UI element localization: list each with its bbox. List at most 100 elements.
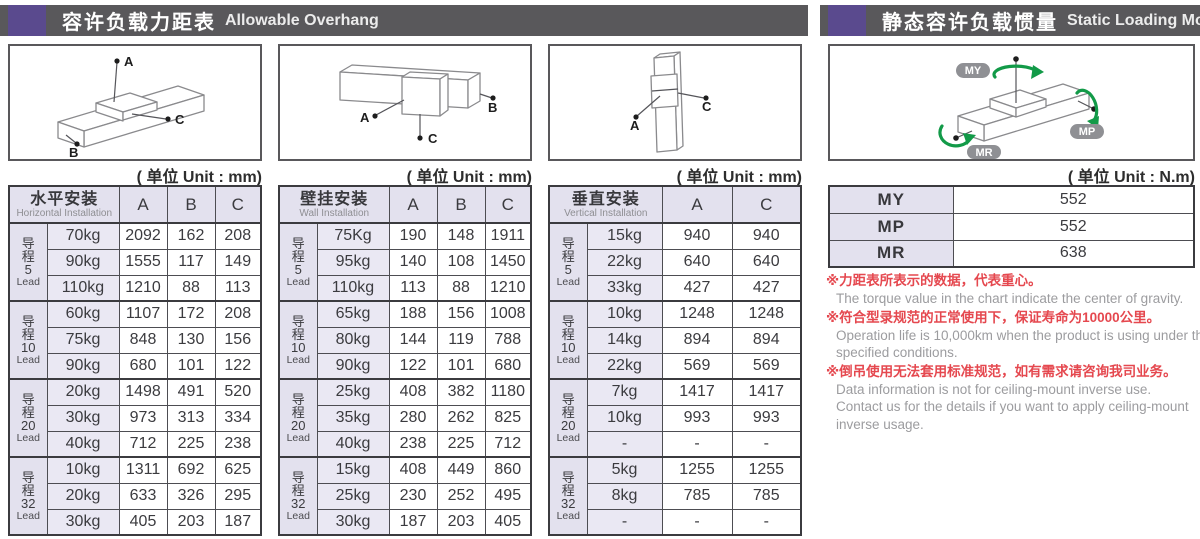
section-header-allowable-overhang: 容许负载力距表 Allowable Overhang [0, 5, 808, 36]
table-row: 导程 20 Lead 7kg 1417 1417 [548, 378, 802, 458]
load-weight-cell: 30kg [316, 508, 390, 536]
overhang-value-cell: 1255 [731, 456, 802, 484]
overhang-value-cell: 692 [166, 456, 216, 484]
load-weight-cell: 30kg [46, 404, 120, 432]
table-row: 75kg 848 130 156 [9, 326, 262, 354]
overhang-value-cell: 408 [388, 378, 438, 406]
section-header-static-loading-moment: 静态容许负载惯量 Static Loading Moment [820, 5, 1200, 36]
overhang-value-cell: 130 [166, 326, 216, 354]
wall-rail-sketch: A C B [339, 64, 497, 146]
footnotes: ※力距表所表示的数据，代表重心。 The torque value in the … [826, 272, 1200, 434]
overhang-value-cell: 1210 [484, 274, 532, 302]
overhang-value-cell: 993 [731, 404, 802, 432]
overhang-value-cell: 785 [731, 482, 802, 510]
table-row: 40kg 712 225 238 [9, 430, 262, 458]
table-row: 14kg 894 894 [549, 326, 802, 354]
overhang-value-cell: 520 [214, 378, 262, 406]
overhang-value-cell: 88 [166, 274, 216, 302]
unit-label-mm: ( 单位 Unit : mm) [406, 169, 532, 186]
table-row: 22kg 640 640 [549, 248, 802, 276]
load-weight-cell: 80kg [316, 326, 390, 354]
load-weight-cell: 25kg [316, 378, 390, 406]
load-weight-cell: 25kg [316, 482, 390, 510]
moment-badge-my: MY [965, 65, 982, 77]
table-row: 40kg 238 225 712 [279, 430, 532, 458]
table-row: 导程 32 Lead 5kg 1255 1255 [548, 456, 802, 536]
load-weight-cell: 90kg [46, 248, 120, 276]
overhang-value-cell: - [731, 508, 802, 536]
lead-group-cell: 导程 10 Lead [548, 300, 588, 380]
overhang-value-cell: 1417 [661, 378, 733, 406]
unit-label-mm: ( 单位 Unit : mm) [136, 169, 262, 186]
overhang-value-cell: - [661, 430, 733, 458]
moment-row: MP 552 [828, 212, 1195, 241]
moment-row: MY 552 [828, 185, 1195, 214]
table-row: --- [549, 508, 802, 536]
footnote-en: inverse usage. [836, 416, 924, 432]
load-weight-cell: 65kg [316, 300, 390, 328]
load-weight-cell: 8kg [586, 482, 663, 510]
overhang-value-cell: 427 [661, 274, 733, 302]
moment-value-mp: 552 [952, 212, 1195, 241]
load-weight-cell: 70kg [46, 222, 120, 250]
diagram-horizontal-installation: A C B [8, 44, 262, 161]
moment-label-mr: MR [828, 239, 954, 268]
load-weight-cell: 33kg [586, 274, 663, 302]
load-weight-cell: 40kg [46, 430, 120, 458]
table-row: 导程 20 Lead 25kg 408 382 1180 [278, 378, 532, 458]
moment-label-my: MY [828, 185, 954, 214]
table-row: 22kg 569 569 [549, 352, 802, 380]
overhang-value-cell: 625 [214, 456, 262, 484]
footnote-en: Contact us for the details if you want t… [836, 399, 1189, 414]
overhang-value-cell: - [661, 508, 733, 536]
table-row: 35kg 280 262 825 [279, 404, 532, 432]
overhang-value-cell: 405 [118, 508, 168, 536]
overhang-value-cell: 1107 [118, 300, 168, 328]
moment-row: MR 638 [828, 239, 1195, 268]
load-weight-cell: 90kg [46, 352, 120, 380]
column-header: C [484, 185, 532, 224]
table-row: 导程 5 Lead 70kg 2092 162 208 [8, 222, 262, 302]
overhang-value-cell: 1555 [118, 248, 168, 276]
table-row: 导程 20 Lead 20kg 1498 491 520 [8, 378, 262, 458]
footnote-en: The torque value in the chart indicate t… [836, 291, 1184, 306]
moment-label-mp: MP [828, 212, 954, 241]
unit-label-nm: ( 单位 Unit : N.m) [1067, 169, 1195, 186]
table-row: 95kg 140 108 1450 [279, 248, 532, 276]
load-weight-cell: 15kg [586, 222, 663, 250]
overhang-value-cell: 894 [661, 326, 733, 354]
overhang-value-cell: 88 [436, 274, 486, 302]
table-row: 10kg 993 993 [549, 404, 802, 432]
dim-label-c: C [175, 112, 185, 127]
overhang-value-cell: 405 [484, 508, 532, 536]
footnote: ※符合型录规范的正常使用下，保证寿命为10000公里。 Operation lif… [826, 309, 1200, 362]
overhang-value-cell: 382 [436, 378, 486, 406]
horizontal-rail-sketch: A C B [57, 54, 205, 159]
section-title-zh: 容许负载力距表 [62, 12, 216, 34]
lead-group-cell: 导程 20 Lead [8, 378, 48, 458]
moment-value-mr: 638 [952, 239, 1195, 268]
load-weight-cell: 35kg [316, 404, 390, 432]
footnote-zh: ※力距表所表示的数据，代表重心。 [826, 273, 1042, 288]
lead-group-cell: 导程 20 Lead [278, 378, 318, 458]
overhang-value-cell: 1180 [484, 378, 532, 406]
overhang-value-cell: - [731, 430, 802, 458]
table-row: 90kg 122 101 680 [279, 352, 532, 380]
overhang-value-cell: 680 [118, 352, 168, 380]
column-header: C [731, 185, 802, 224]
table-horizontal-installation: 水平安装 Horizontal Installation A B C 导程 5 Lead 70k… [8, 185, 263, 536]
footnote: ※力距表所表示的数据，代表重心。 The torque value in the … [826, 272, 1200, 308]
overhang-value-cell: 113 [214, 274, 262, 302]
table-title: 壁挂安装 Wall Installation [278, 185, 390, 224]
overhang-value-cell: 1248 [731, 300, 802, 328]
load-weight-cell: 10kg [586, 404, 663, 432]
section-title-en: Static Loading Moment [1067, 11, 1200, 29]
diagram-static-moment: MY MP MR [828, 44, 1195, 161]
overhang-value-cell: 940 [661, 222, 733, 250]
column-header: B [166, 185, 216, 224]
moment-rail-sketch: MY MP MR [938, 56, 1104, 159]
load-weight-cell: 75kg [46, 326, 120, 354]
load-weight-cell: 10kg [586, 300, 663, 328]
moment-value-my: 552 [952, 185, 1195, 214]
